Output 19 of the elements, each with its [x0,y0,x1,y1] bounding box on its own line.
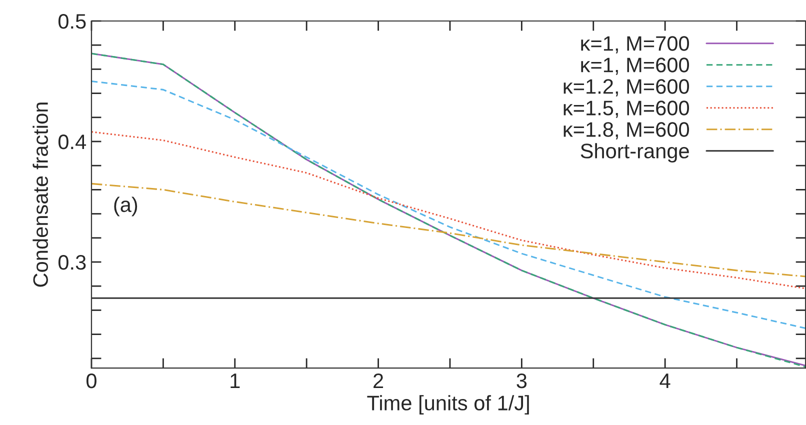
legend-label: κ=1.5, M=600 [564,100,690,118]
x-tick-label: 2 [374,373,384,388]
y-tick-label: 0.5 [58,14,86,29]
y-axis-title: Condensate fraction [32,102,48,287]
line-series [91,80,806,330]
x-tick-label: 4 [660,374,670,388]
x-tick-label: 1 [230,374,240,388]
x-axis-title: Time [units of 1/J] [367,395,529,415]
legend-label: κ=1, M=700 [581,36,690,54]
y-tick-label: 0.3 [58,255,86,270]
y-tick-label: 0.4 [58,134,86,150]
annotation: (a) [114,196,138,216]
legend-label: κ=1, M=600 [581,58,690,75]
x-tick-label: 3 [516,373,527,388]
legend-label: κ=1.2, M=600 [564,79,690,96]
x-tick-label: 0 [86,373,96,388]
legend-label: Short-range [580,143,689,163]
line-series [91,182,806,278]
legend-label: κ=1.8, M=600 [564,122,690,140]
